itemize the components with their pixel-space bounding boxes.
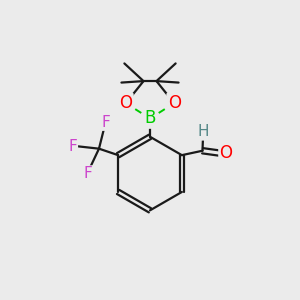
Text: O: O [220, 144, 232, 162]
Text: H: H [197, 124, 209, 140]
Text: B: B [144, 110, 156, 128]
Text: F: F [101, 115, 110, 130]
Text: O: O [168, 94, 181, 112]
Text: O: O [119, 94, 132, 112]
Text: F: F [84, 167, 92, 182]
Text: F: F [68, 139, 77, 154]
